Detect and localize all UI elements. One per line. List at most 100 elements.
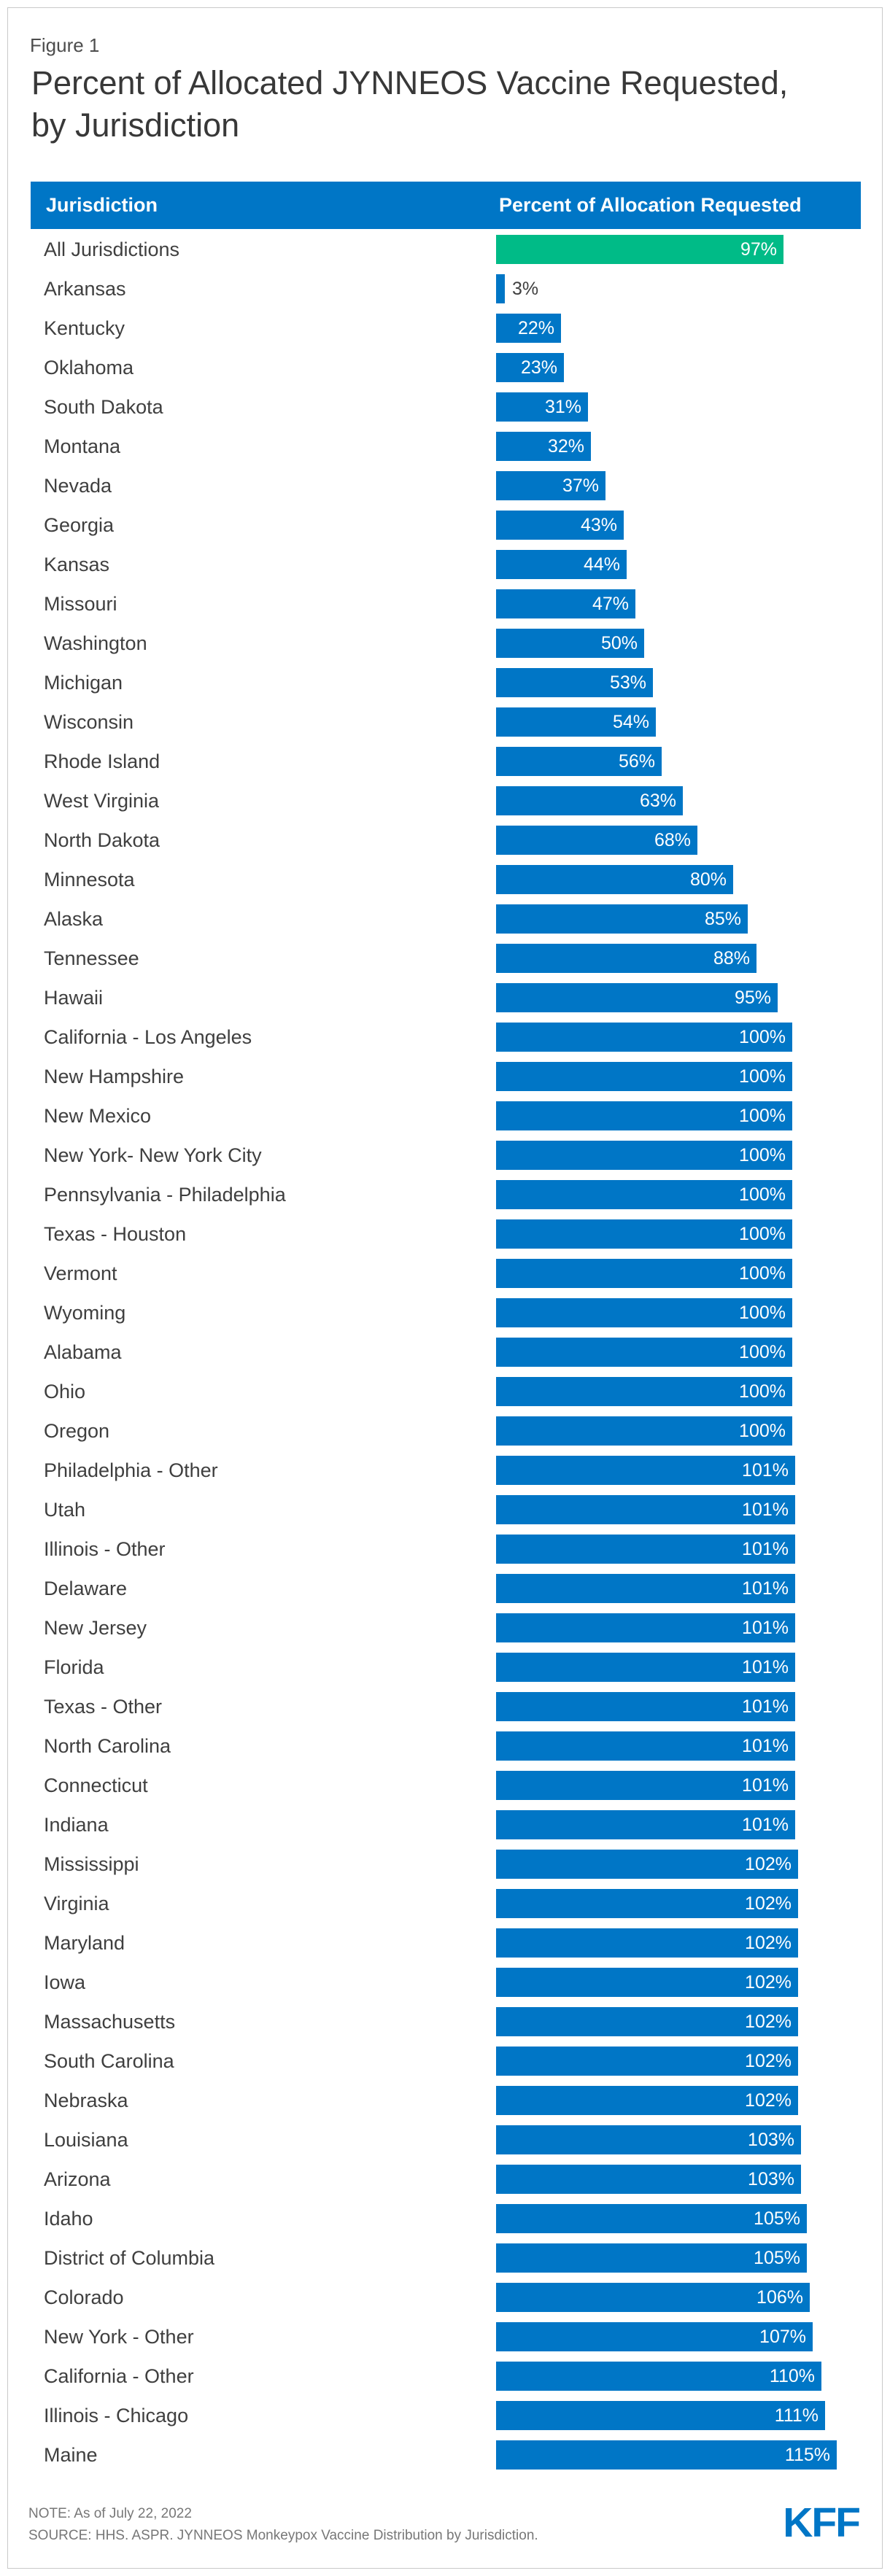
row-label: Arkansas bbox=[44, 278, 126, 300]
bar: 22% bbox=[496, 314, 561, 343]
row-label: Ohio bbox=[44, 1381, 86, 1403]
table-row: Oregon 100% bbox=[31, 1411, 861, 1451]
bar-value: 100% bbox=[739, 1303, 786, 1323]
table-row: New York- New York City 100% bbox=[31, 1136, 861, 1175]
row-label: Texas - Houston bbox=[44, 1223, 187, 1245]
bar-value: 101% bbox=[742, 1696, 789, 1717]
table-row: Indiana 101% bbox=[31, 1805, 861, 1844]
bar: 100% bbox=[496, 1023, 792, 1052]
bar-value: 88% bbox=[713, 948, 750, 969]
table-row: Alaska 85% bbox=[31, 899, 861, 939]
bar-value: 111% bbox=[774, 2405, 819, 2426]
bar-value: 54% bbox=[612, 712, 649, 732]
bar-value: 100% bbox=[739, 1027, 786, 1047]
row-label: Indiana bbox=[44, 1814, 109, 1836]
bar-value: 97% bbox=[740, 239, 777, 260]
bar-value: 50% bbox=[600, 633, 638, 653]
bar: 95% bbox=[496, 983, 778, 1012]
row-label: Mississippi bbox=[44, 1853, 139, 1875]
bar: 101% bbox=[496, 1810, 795, 1839]
row-label: New Mexico bbox=[44, 1105, 152, 1127]
bar-value: 101% bbox=[742, 1657, 789, 1677]
row-label: Virginia bbox=[44, 1893, 109, 1914]
bar-value: 100% bbox=[739, 1066, 786, 1087]
table-row: Colorado 106% bbox=[31, 2278, 861, 2317]
row-label: Illinois - Other bbox=[44, 1538, 166, 1560]
bar-value: 102% bbox=[745, 1933, 792, 1953]
row-label: Texas - Other bbox=[44, 1696, 163, 1718]
bar: 80% bbox=[496, 865, 733, 894]
table-row: Kansas 44% bbox=[31, 545, 861, 584]
bar-value: 102% bbox=[745, 2011, 792, 2032]
table-row: Washington 50% bbox=[31, 624, 861, 663]
table-row: Massachusetts 102% bbox=[31, 2002, 861, 2041]
row-label: Tennessee bbox=[44, 947, 139, 969]
bar: 105% bbox=[496, 2204, 807, 2233]
bar: 106% bbox=[496, 2283, 810, 2312]
bar: 115% bbox=[496, 2440, 837, 2470]
bar-value: 44% bbox=[583, 554, 620, 575]
row-label: Nebraska bbox=[44, 2090, 128, 2111]
bar: 100% bbox=[496, 1141, 792, 1170]
bar: 111% bbox=[496, 2401, 825, 2430]
bar: 102% bbox=[496, 1968, 798, 1997]
row-label: Delaware bbox=[44, 1578, 128, 1599]
row-label: Minnesota bbox=[44, 869, 135, 891]
table-row: Maine 115% bbox=[31, 2435, 861, 2475]
row-label: Washington bbox=[44, 632, 147, 654]
bar: 107% bbox=[496, 2322, 813, 2351]
bar-value: 22% bbox=[517, 318, 554, 338]
bar: 101% bbox=[496, 1653, 795, 1682]
bar-value: 101% bbox=[742, 1539, 789, 1559]
bar: 103% bbox=[496, 2165, 801, 2194]
bar: 100% bbox=[496, 1377, 792, 1406]
bar-value: 95% bbox=[734, 988, 771, 1008]
table-row: District of Columbia 105% bbox=[31, 2238, 861, 2278]
table-row: Ohio 100% bbox=[31, 1372, 861, 1411]
row-label: Hawaii bbox=[44, 987, 104, 1009]
row-label: South Carolina bbox=[44, 2050, 174, 2072]
table-row: Louisiana 103% bbox=[31, 2120, 861, 2160]
bar-value: 102% bbox=[745, 1972, 792, 1993]
table-row: Montana 32% bbox=[31, 427, 861, 466]
row-label: Florida bbox=[44, 1656, 104, 1678]
row-label: Oklahoma bbox=[44, 357, 134, 379]
row-label: South Dakota bbox=[44, 396, 163, 418]
bar-value: 3% bbox=[512, 279, 539, 299]
table-row: South Dakota 31% bbox=[31, 387, 861, 427]
row-label: Alabama bbox=[44, 1341, 122, 1363]
bar: 100% bbox=[496, 1338, 792, 1367]
table-row: All Jurisdictions 97% bbox=[31, 230, 861, 269]
bar-value: 100% bbox=[739, 1145, 786, 1165]
bar-value: 100% bbox=[739, 1381, 786, 1402]
row-label: All Jurisdictions bbox=[44, 238, 180, 260]
table-row: South Carolina 102% bbox=[31, 2041, 861, 2081]
table-row: Vermont 100% bbox=[31, 1254, 861, 1293]
bar: 101% bbox=[496, 1456, 795, 1485]
row-label: Colorado bbox=[44, 2286, 124, 2308]
bar: 54% bbox=[496, 707, 656, 737]
kff-logo: KFF bbox=[783, 2499, 861, 2546]
table-row: Maryland 102% bbox=[31, 1923, 861, 1963]
table-row: North Dakota 68% bbox=[31, 820, 861, 860]
bar: 100% bbox=[496, 1259, 792, 1288]
table-row: Michigan 53% bbox=[31, 663, 861, 702]
bar: 63% bbox=[496, 786, 683, 815]
bar: 101% bbox=[496, 1613, 795, 1642]
bar-value: 101% bbox=[742, 1815, 789, 1835]
table-row: California - Los Angeles 100% bbox=[31, 1017, 861, 1057]
row-label: Connecticut bbox=[44, 1774, 148, 1796]
bar-value: 101% bbox=[742, 1736, 789, 1756]
bar-value: 101% bbox=[742, 1775, 789, 1796]
bar-value: 37% bbox=[562, 476, 599, 496]
bar: 3% bbox=[496, 274, 538, 303]
table-row: West Virginia 63% bbox=[31, 781, 861, 820]
bar: 101% bbox=[496, 1771, 795, 1800]
bar: 101% bbox=[496, 1535, 795, 1564]
table-row: Pennsylvania - Philadelphia 100% bbox=[31, 1175, 861, 1214]
chart-source: SOURCE: HHS. ASPR. JYNNEOS Monkeypox Vac… bbox=[28, 2528, 538, 2543]
bar: 102% bbox=[496, 2047, 798, 2076]
bar-value: 85% bbox=[704, 909, 741, 929]
table-row: Nebraska 102% bbox=[31, 2081, 861, 2120]
row-label: Wisconsin bbox=[44, 711, 134, 733]
